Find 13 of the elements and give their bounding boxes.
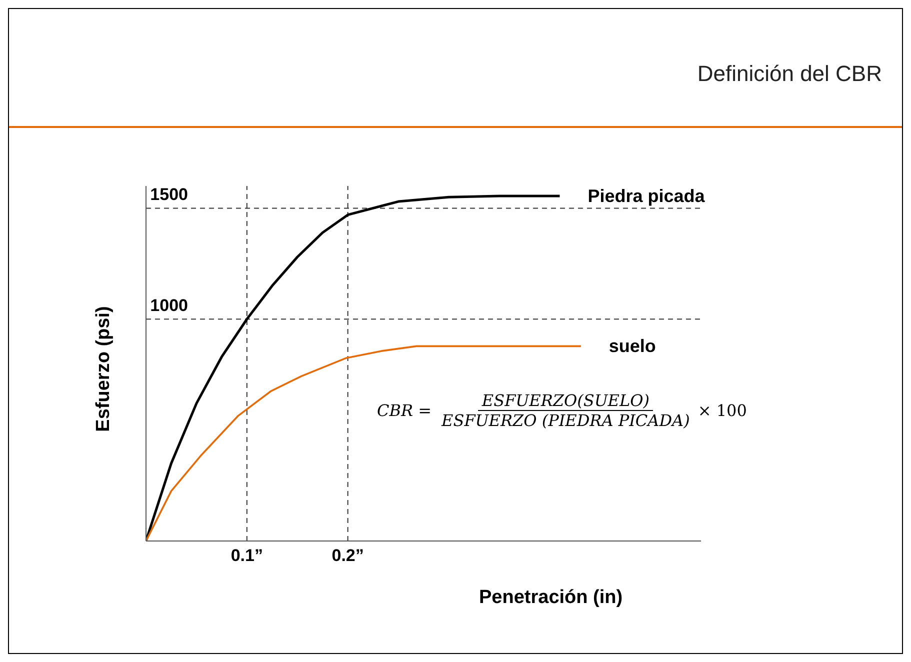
annotation: ESFUERZO(SUELO) — [478, 391, 654, 411]
text: Definición del CBR — [697, 61, 882, 87]
x-axis-title: Penetración (in) — [479, 587, 623, 609]
x-tick-label: 0.2” — [332, 546, 364, 566]
y-tick-label: 1000 — [150, 296, 188, 316]
y-tick-label: 1500 — [150, 185, 188, 204]
series-label: suelo — [608, 336, 656, 356]
annotation: CBR = — [377, 401, 432, 420]
annotation: ESFUERZO (PIEDRA PICADA) — [440, 411, 691, 430]
annotation: × 100 — [698, 401, 747, 420]
x-tick-label: 0.1” — [230, 546, 263, 566]
y-axis-title: Esfuerzo (psi) — [93, 306, 115, 432]
series-label: Piedra picada — [588, 186, 706, 206]
